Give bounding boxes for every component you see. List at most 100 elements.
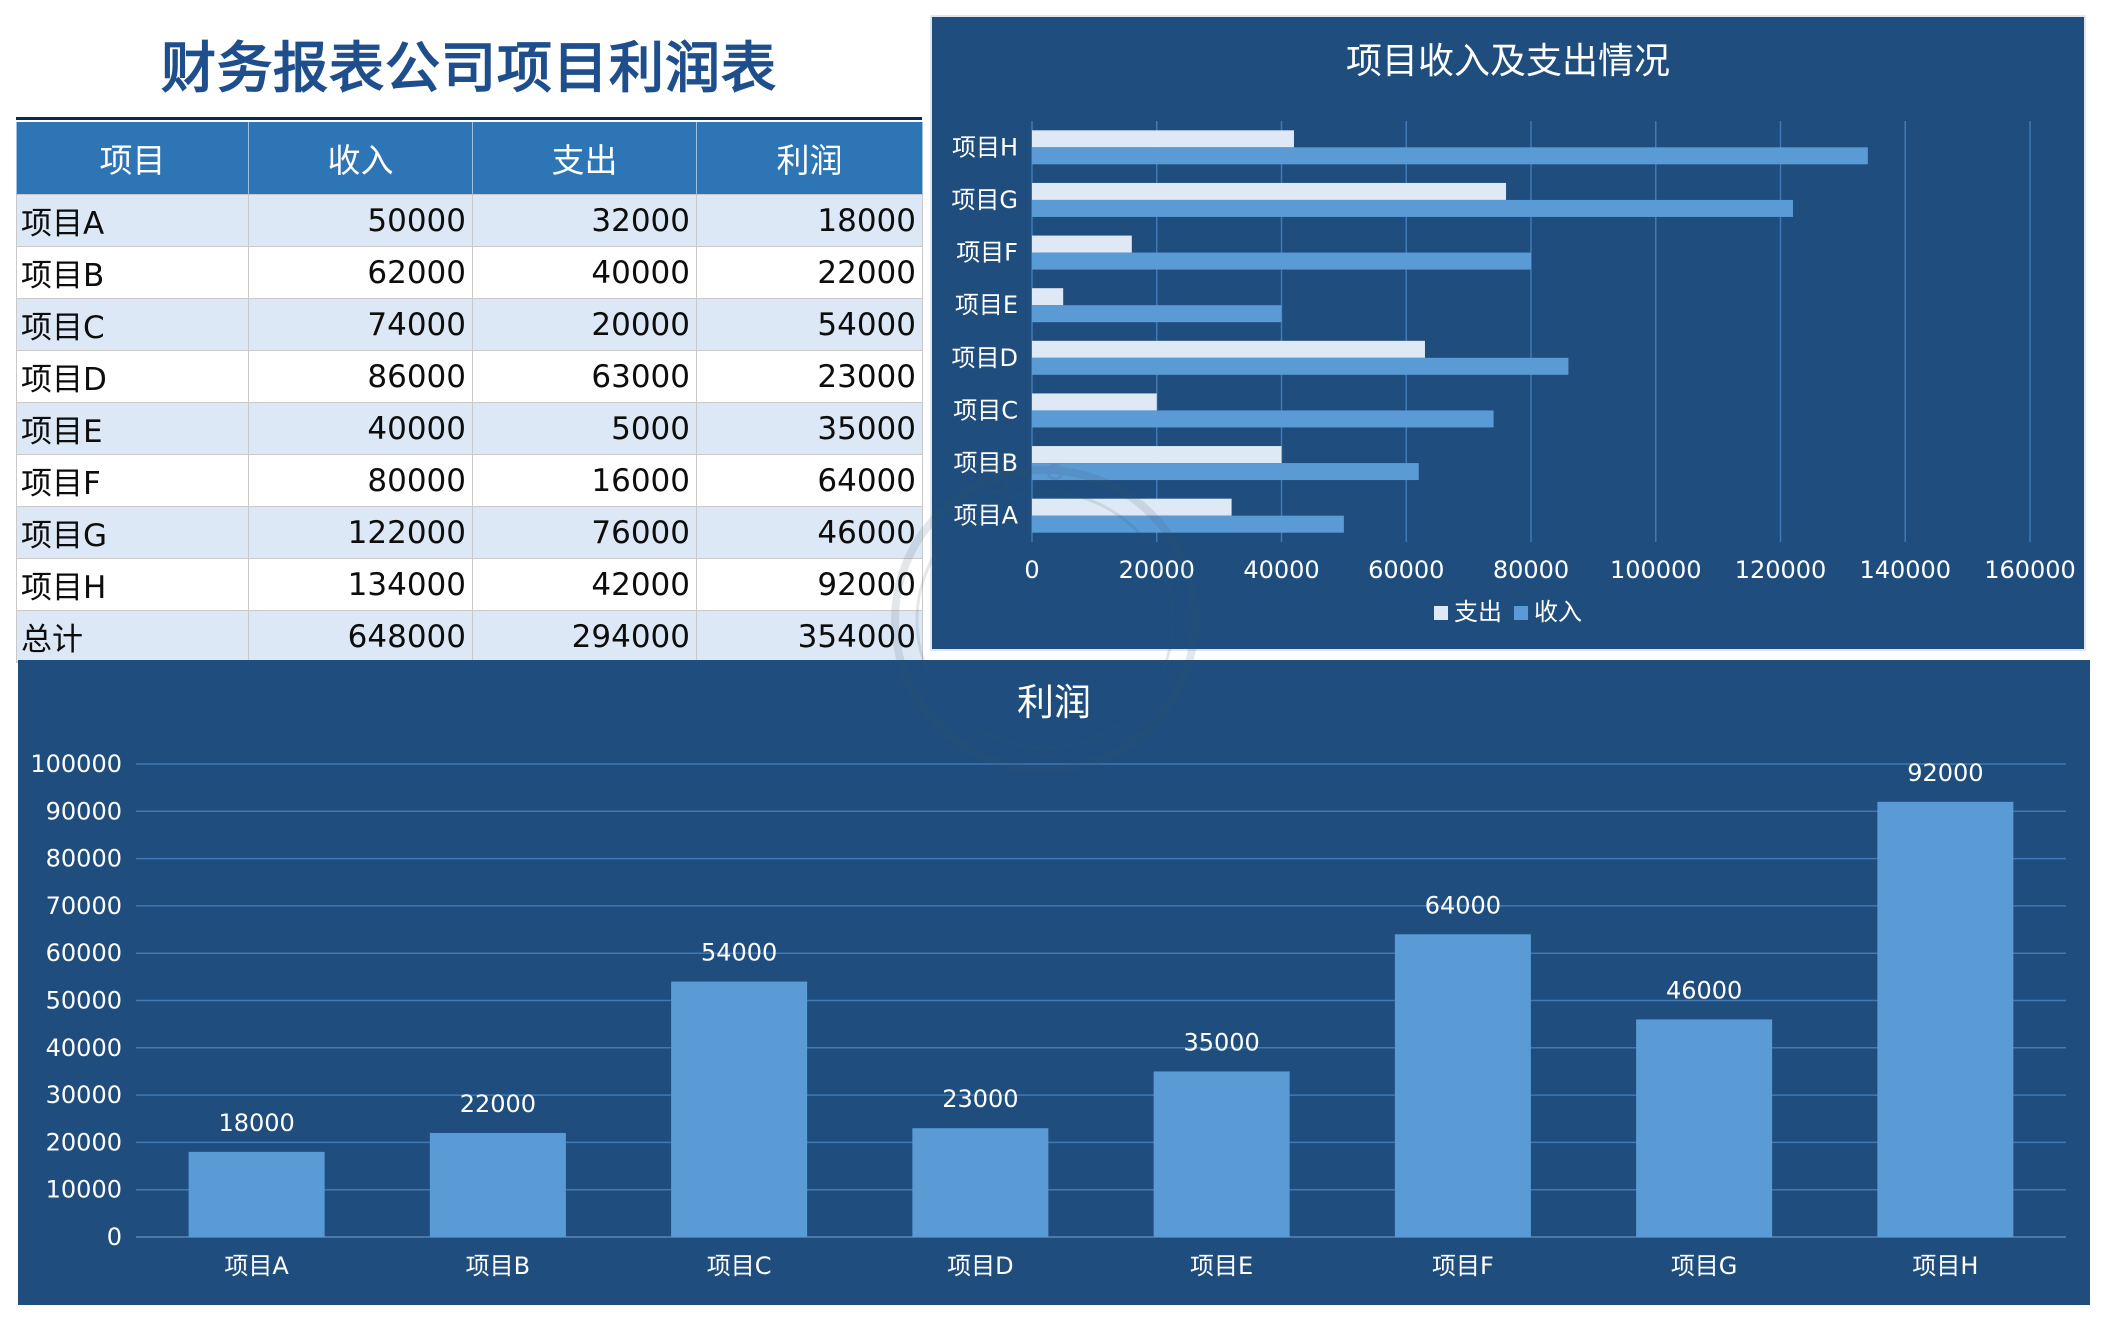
chart-category-labels: 项目A 项目B 项目C 项目D 项目E 项目F 项目G 项目H xyxy=(224,1252,1978,1280)
cell-expense[interactable]: 63000 xyxy=(472,350,697,403)
cell-total-expense[interactable]: 294000 xyxy=(472,610,697,663)
legend-label: 支出 xyxy=(1454,598,1502,626)
title-divider xyxy=(16,117,922,120)
cell-project[interactable]: 项目D xyxy=(16,350,249,403)
cell-income[interactable]: 74000 xyxy=(248,298,473,351)
table-row: 项目G 122000 76000 46000 xyxy=(16,506,923,559)
header-profit[interactable]: 利润 xyxy=(696,122,923,195)
chart-axis-ticks: 0 10000 20000 30000 40000 50000 60000 70000 8000… xyxy=(30,750,122,1251)
legend-label: 收入 xyxy=(1534,598,1582,626)
cell-project[interactable]: 项目H xyxy=(16,558,249,611)
chart-legend[interactable]: 支出 收入 xyxy=(1434,598,1582,626)
bar-expense[interactable] xyxy=(1032,446,1282,464)
cell-total-income[interactable]: 648000 xyxy=(248,610,473,663)
cell-income[interactable]: 50000 xyxy=(248,194,473,247)
bar-expense[interactable] xyxy=(1032,340,1425,358)
x-category-label: 项目G xyxy=(1671,1252,1738,1280)
cell-project[interactable]: 项目A xyxy=(16,194,249,247)
profit-bar[interactable] xyxy=(1394,934,1531,1237)
bar-income[interactable] xyxy=(1032,252,1531,270)
bar-income[interactable] xyxy=(1032,410,1494,428)
profit-bar[interactable] xyxy=(188,1151,325,1237)
header-project[interactable]: 项目 xyxy=(16,122,249,195)
bar-income[interactable] xyxy=(1032,305,1282,323)
cell-project[interactable]: 项目B xyxy=(16,246,249,299)
cell-profit[interactable]: 64000 xyxy=(696,454,923,507)
profit-bar[interactable] xyxy=(429,1132,566,1237)
table-row: 项目B 62000 40000 22000 xyxy=(16,246,923,299)
income-expense-chart: 项目收入及支出情况 项目A 项目B 项目C 项目D 项目E 项目F 项目G 项目H 0 2000… xyxy=(951,41,2075,626)
cell-total-label[interactable]: 总计 xyxy=(16,610,249,663)
legend-swatch xyxy=(1434,606,1448,620)
bar-income[interactable] xyxy=(1032,199,1793,217)
cell-expense[interactable]: 40000 xyxy=(472,246,697,299)
cell-income[interactable]: 122000 xyxy=(248,506,473,559)
cell-expense[interactable]: 5000 xyxy=(472,402,697,455)
chart-axis-ticks: 0 20000 40000 60000 80000 100000 120000 140000 1… xyxy=(1024,556,2075,584)
profit-bar[interactable] xyxy=(912,1128,1049,1237)
cell-income[interactable]: 62000 xyxy=(248,246,473,299)
bar-expense[interactable] xyxy=(1032,498,1232,516)
x-tick-label: 80000 xyxy=(1493,556,1569,584)
bar-expense[interactable] xyxy=(1032,182,1507,200)
x-tick-label: 160000 xyxy=(1984,556,2076,584)
y-tick-label: 80000 xyxy=(46,845,122,873)
x-category-label: 项目E xyxy=(1190,1252,1253,1280)
bar-income[interactable] xyxy=(1032,515,1344,533)
bar-income[interactable] xyxy=(1032,463,1419,481)
table-header-row: 项目 收入 支出 利润 xyxy=(16,122,923,195)
bar-expense[interactable] xyxy=(1032,288,1064,306)
cell-expense[interactable]: 16000 xyxy=(472,454,697,507)
x-category-label: 项目B xyxy=(466,1252,530,1280)
cell-profit[interactable]: 22000 xyxy=(696,246,923,299)
cell-income[interactable]: 86000 xyxy=(248,350,473,403)
cell-project[interactable]: 项目E xyxy=(16,402,249,455)
chart-title: 利润 xyxy=(1017,681,1091,724)
income-expense-chart-panel[interactable]: 项目收入及支出情况 项目A 项目B 项目C 项目D 项目E 项目F 项目G 项目H 0 2000… xyxy=(932,17,2084,649)
profit-chart-panel[interactable]: 利润 18000 22000 54000 23000 35000 64000 46000 92… xyxy=(18,660,2090,1305)
x-tick-label: 100000 xyxy=(1610,556,1702,584)
cell-expense[interactable]: 76000 xyxy=(472,506,697,559)
cell-project[interactable]: 项目C xyxy=(16,298,249,351)
y-tick-label: 10000 xyxy=(46,1176,122,1204)
cell-expense[interactable]: 32000 xyxy=(472,194,697,247)
bar-income[interactable] xyxy=(1032,357,1569,375)
chart-gridlines xyxy=(136,763,2066,1238)
cell-total-profit[interactable]: 354000 xyxy=(696,610,923,663)
data-label: 64000 xyxy=(1425,891,1501,919)
bar-expense[interactable] xyxy=(1032,130,1294,148)
header-income[interactable]: 收入 xyxy=(248,122,473,195)
cell-income[interactable]: 134000 xyxy=(248,558,473,611)
bar-expense[interactable] xyxy=(1032,235,1132,253)
cell-expense[interactable]: 20000 xyxy=(472,298,697,351)
data-label: 35000 xyxy=(1183,1028,1259,1056)
cell-profit[interactable]: 18000 xyxy=(696,194,923,247)
y-tick-label: 30000 xyxy=(46,1081,122,1109)
data-label: 46000 xyxy=(1666,976,1742,1004)
page-title: 财务报表公司项目利润表 xyxy=(160,36,777,100)
data-label: 18000 xyxy=(218,1109,294,1137)
profit-bar[interactable] xyxy=(1877,801,2014,1237)
y-category-label: 项目C xyxy=(953,396,1018,424)
profit-bar[interactable] xyxy=(1636,1019,1773,1237)
profit-bar[interactable] xyxy=(671,981,808,1237)
cell-expense[interactable]: 42000 xyxy=(472,558,697,611)
y-tick-label: 20000 xyxy=(46,1128,122,1156)
cell-profit[interactable]: 23000 xyxy=(696,350,923,403)
header-expense[interactable]: 支出 xyxy=(472,122,697,195)
y-tick-label: 60000 xyxy=(46,939,122,967)
bar-income[interactable] xyxy=(1032,147,1868,165)
x-tick-label: 140000 xyxy=(1859,556,1951,584)
cell-income[interactable]: 40000 xyxy=(248,402,473,455)
cell-profit[interactable]: 54000 xyxy=(696,298,923,351)
cell-profit[interactable]: 35000 xyxy=(696,402,923,455)
profit-bar[interactable] xyxy=(1153,1071,1290,1237)
cell-project[interactable]: 项目F xyxy=(16,454,249,507)
cell-profit[interactable]: 46000 xyxy=(696,506,923,559)
bar-expense[interactable] xyxy=(1032,393,1157,411)
table-row: 项目D 86000 63000 23000 xyxy=(16,350,923,403)
cell-income[interactable]: 80000 xyxy=(248,454,473,507)
table-row: 项目E 40000 5000 35000 xyxy=(16,402,923,455)
cell-project[interactable]: 项目G xyxy=(16,506,249,559)
cell-profit[interactable]: 92000 xyxy=(696,558,923,611)
